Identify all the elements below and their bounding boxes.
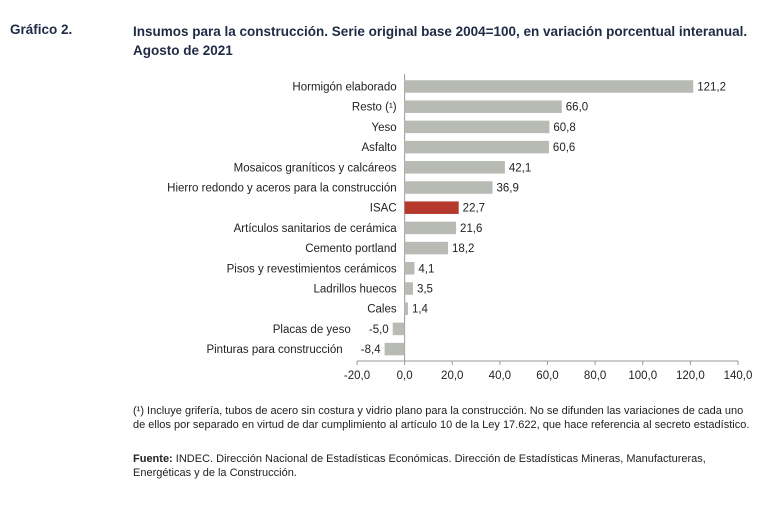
x-tick-label: 100,0 bbox=[628, 370, 657, 382]
category-label: Pinturas para construcción bbox=[206, 344, 342, 356]
bar bbox=[384, 342, 405, 356]
category-label: Placas de yeso bbox=[273, 324, 351, 336]
bar bbox=[404, 120, 550, 134]
figure-label: Gráfico 2. bbox=[10, 22, 73, 37]
bar bbox=[404, 181, 493, 194]
x-tick-label: 60,0 bbox=[536, 370, 558, 382]
x-tick-label: 140,0 bbox=[724, 370, 753, 382]
bar bbox=[404, 100, 562, 113]
category-label: ISAC bbox=[370, 203, 397, 215]
category-label: Cales bbox=[367, 304, 397, 316]
category-label: Mosaicos graníticos y calcáreos bbox=[234, 162, 397, 174]
category-label: Hierro redondo y aceros para la construc… bbox=[167, 183, 396, 195]
chart-title-line-2: Agosto de 2021 bbox=[133, 43, 233, 58]
data-label: 121,2 bbox=[697, 82, 726, 94]
source-note: Fuente: INDEC. Dirección Nacional de Est… bbox=[133, 452, 753, 480]
bar bbox=[404, 201, 459, 214]
data-label: -8,4 bbox=[361, 344, 381, 356]
data-label: 4,1 bbox=[418, 263, 434, 275]
bar bbox=[404, 140, 549, 154]
source-text: INDEC. Dirección Nacional de Estadística… bbox=[133, 453, 706, 480]
data-label: 1,4 bbox=[412, 304, 429, 316]
category-label: Cemento portland bbox=[305, 243, 396, 255]
bar bbox=[404, 262, 415, 275]
data-label: 21,6 bbox=[460, 223, 482, 235]
x-tick-label: 40,0 bbox=[489, 370, 511, 382]
data-label: 22,7 bbox=[463, 203, 485, 215]
bar bbox=[404, 302, 408, 315]
data-label: 42,1 bbox=[509, 162, 531, 174]
footnote: (¹) Incluye grifería, tubos de acero sin… bbox=[133, 405, 750, 432]
source-label: Fuente: bbox=[133, 453, 173, 465]
bar bbox=[392, 322, 405, 336]
data-label: 3,5 bbox=[417, 284, 433, 296]
data-label: 36,9 bbox=[496, 183, 518, 195]
data-label: 18,2 bbox=[452, 243, 474, 255]
bar bbox=[404, 241, 448, 255]
category-label: Hormigón elaborado bbox=[292, 82, 396, 94]
bar bbox=[404, 161, 505, 174]
category-label: Pisos y revestimientos cerámicos bbox=[227, 263, 397, 275]
category-label: Artículos sanitarios de cerámica bbox=[234, 223, 398, 235]
data-label: 60,8 bbox=[553, 122, 575, 134]
x-tick-label: -20,0 bbox=[344, 370, 370, 382]
category-label: Asfalto bbox=[361, 142, 396, 154]
x-tick-label: 80,0 bbox=[584, 370, 606, 382]
category-label: Resto (¹) bbox=[352, 102, 397, 114]
bar bbox=[404, 221, 457, 235]
bar bbox=[404, 80, 694, 93]
chart-title-line-1: Insumos para la construcción. Serie orig… bbox=[133, 24, 748, 39]
bar-chart: -20,0 0,0 20,0 40,0 60,0 80,0 100,0 120,0 140,0 H… bbox=[167, 74, 753, 382]
x-tick-label: 120,0 bbox=[676, 370, 705, 382]
x-tick-label: 0,0 bbox=[397, 370, 413, 382]
category-label: Ladrillos huecos bbox=[314, 284, 397, 296]
data-label: 66,0 bbox=[566, 102, 588, 114]
data-label: 60,6 bbox=[553, 142, 575, 154]
chart-title: Insumos para la construcción. Serie orig… bbox=[133, 22, 753, 60]
x-tick-label: 20,0 bbox=[441, 370, 463, 382]
bar bbox=[404, 282, 413, 295]
data-label: -5,0 bbox=[369, 324, 389, 336]
category-label: Yeso bbox=[371, 122, 396, 134]
